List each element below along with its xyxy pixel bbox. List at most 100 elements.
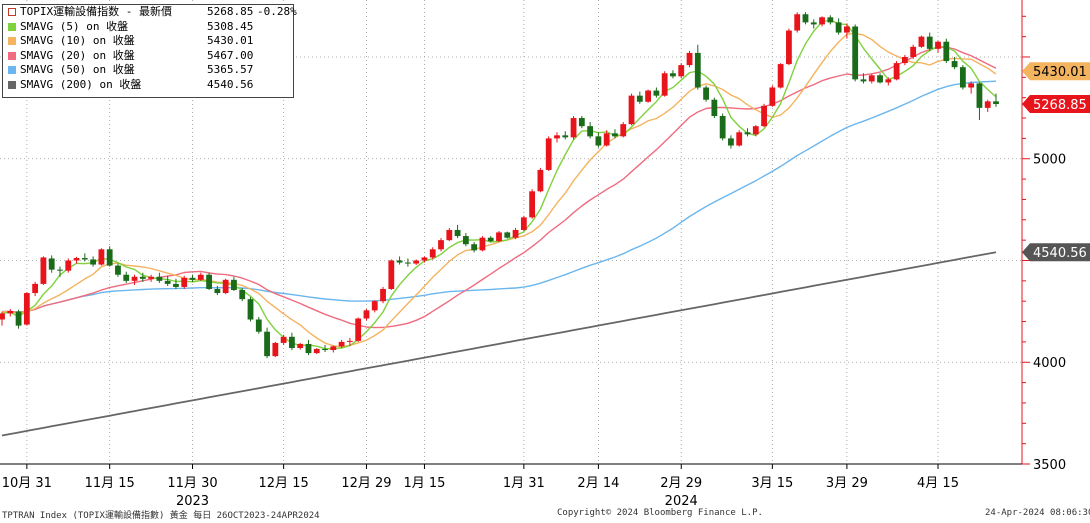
candle [388,259,395,290]
candle-body [131,276,138,281]
candle-body [380,288,386,302]
candle-body [98,249,105,265]
candle [48,255,55,273]
candle-body [827,17,834,23]
candle [429,247,436,260]
candle [65,258,72,273]
candle-body [280,336,287,343]
candle-body [918,36,925,47]
candle-body [520,217,527,230]
legend-label: SMAVG (5) on 收盤 [20,19,129,33]
candle-body [868,75,875,82]
candle [504,231,511,239]
candle-body [810,22,817,25]
candle [40,256,47,285]
candle [156,272,163,283]
candle [280,334,287,345]
y-tick-label: 4000 [1033,356,1066,371]
candle [338,339,345,348]
candle-body [272,342,279,357]
candle [984,99,991,112]
candle [752,125,759,137]
candle-body [313,349,320,354]
candle-body [926,36,933,49]
candle-body [65,260,72,271]
last-value-tag: 4540.56 [1022,243,1090,262]
candle [537,167,544,193]
candle [322,344,328,353]
candle [123,271,130,283]
candle-body [786,30,792,65]
candle [968,81,975,94]
legend-row-price: TOPIX運輸設備指数 - 最新價 5268.85 -0.28% [3,5,297,20]
last-value-tag: 5430.01 [1022,62,1090,81]
candle [545,136,552,171]
candle-body [404,262,411,264]
candle-body [363,310,370,319]
footer-source: TPTRAN Index (TOPIX運輸設備指數) 黃金 每日 26OCT20… [2,511,320,521]
candle-body [777,64,784,88]
x-tick-label: 11月 30 [167,476,217,491]
candle-body [347,340,353,342]
candle [148,274,154,282]
candle [289,332,295,351]
candle [810,19,817,29]
candle [404,258,411,267]
candle [868,74,875,84]
legend-row-ma200: SMAVG (200) on 收盤 4540.56 [3,78,293,93]
candle-body [239,290,246,300]
candle [794,12,801,33]
legend-change: -0.28% [257,5,297,18]
candle [272,341,279,358]
candle [487,236,494,243]
candle-body [852,26,859,80]
candle [703,85,709,102]
candle [173,278,179,289]
candle-body [578,118,585,127]
footer-timestamp: 24-Apr-2024 08:06:30 [985,508,1090,518]
legend-row-ma20: SMAVG (20) on 收盤 5467.00 [3,49,293,64]
candle [926,32,933,51]
candle-body [711,99,718,116]
candle [446,227,453,242]
candle [993,93,999,107]
candle-body [255,319,262,332]
candle [206,272,212,290]
candle-body [612,133,618,137]
x-tick-label: 1月 31 [503,476,545,491]
candle [719,113,726,141]
last-value-tag: 5268.85 [1022,95,1090,114]
candle-body [752,126,759,135]
legend-label: SMAVG (10) on 收盤 [20,34,135,48]
candle [761,103,767,128]
candle-body [570,118,577,138]
candle [15,309,22,329]
candle-body [338,341,345,347]
candle [578,116,585,129]
candle-body [595,136,602,146]
candle [396,256,403,265]
x-tick-label: 3月 15 [751,476,793,491]
candle [347,337,353,346]
candle [413,259,420,265]
last-value-tag-text: 4540.56 [1033,246,1087,261]
x-tick-label: 11月 15 [85,476,135,491]
candle-body [529,191,536,218]
candle [769,85,776,107]
candle-body [678,65,685,77]
candle-body [761,105,767,127]
candle [728,135,734,149]
y-tick-label: 5000 [1033,153,1066,168]
candle-body [819,17,825,25]
legend-swatch [8,37,16,46]
candle [23,292,30,326]
candle-body [454,229,461,237]
candle [297,342,304,350]
candle-body [0,313,5,320]
candle [363,308,370,321]
candle [612,129,618,139]
x-year-label: 2023 [176,494,209,509]
candle-body [835,22,842,33]
candle-body [462,236,469,245]
candle [570,116,577,140]
